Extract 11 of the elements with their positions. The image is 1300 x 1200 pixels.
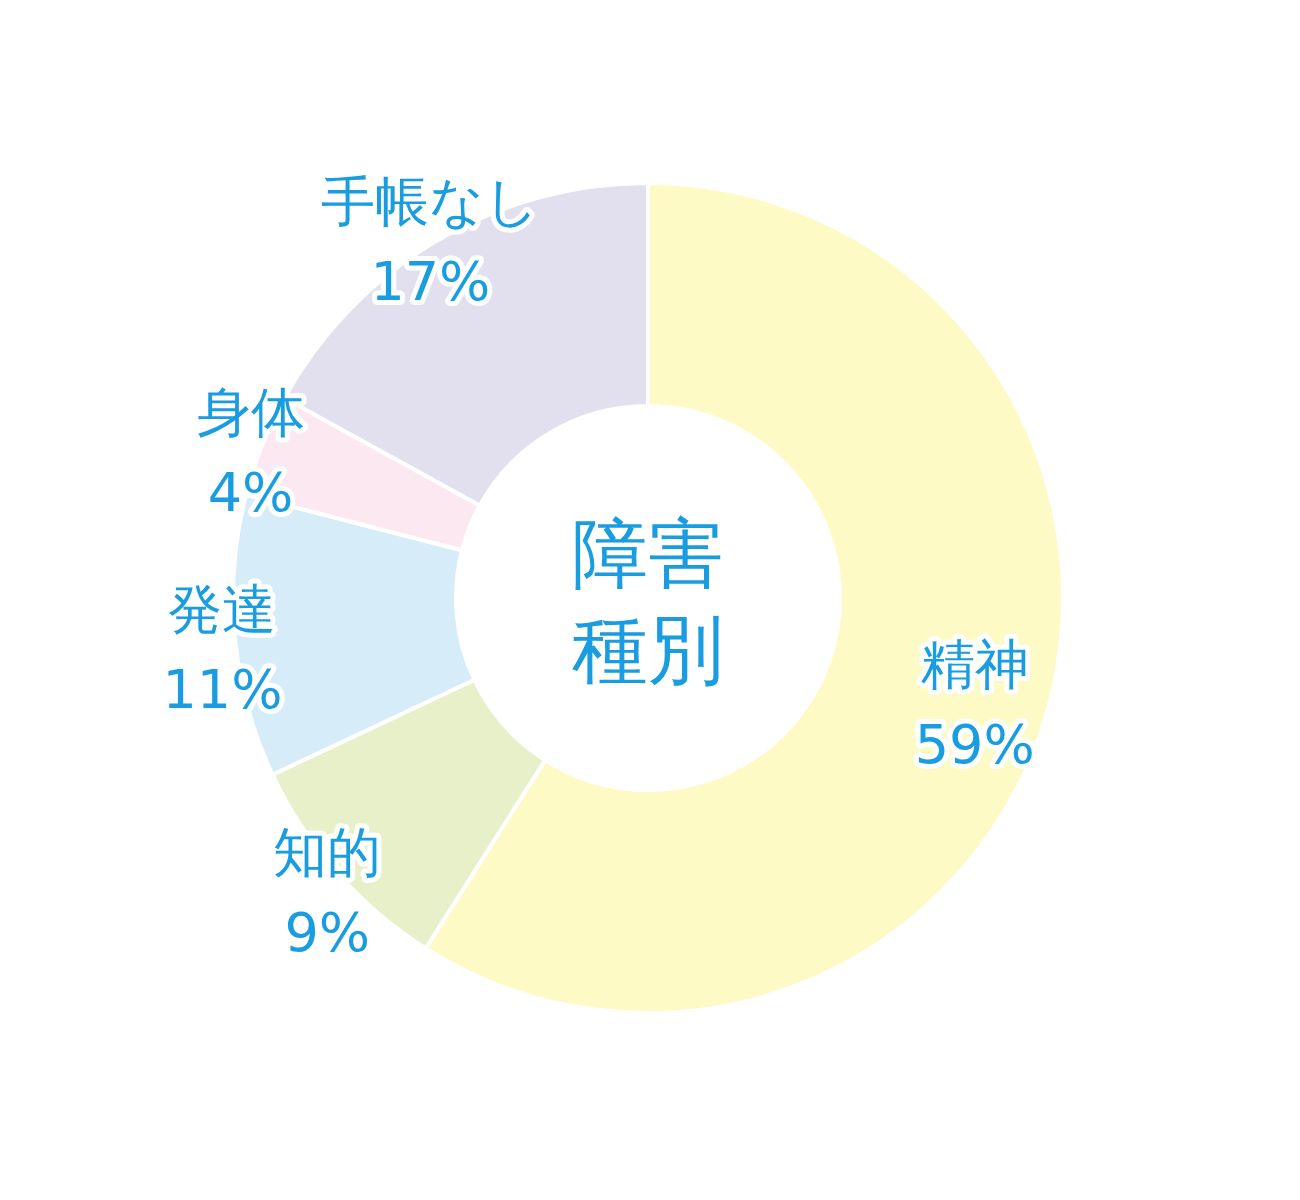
slice-label: 発達: [168, 578, 277, 642]
data-label: 9%: [284, 900, 371, 964]
slice-label: 知的: [273, 820, 382, 884]
slice-label: 身体: [196, 380, 305, 444]
data-label: 17%: [370, 250, 491, 314]
data-label: 4%: [207, 460, 294, 524]
slice-label: 精神: [920, 632, 1029, 696]
slice-label: 手帳なし: [321, 170, 540, 234]
data-label: 59%: [914, 712, 1035, 776]
data-label: 11%: [162, 658, 283, 722]
text: 障害種別: [572, 509, 724, 694]
